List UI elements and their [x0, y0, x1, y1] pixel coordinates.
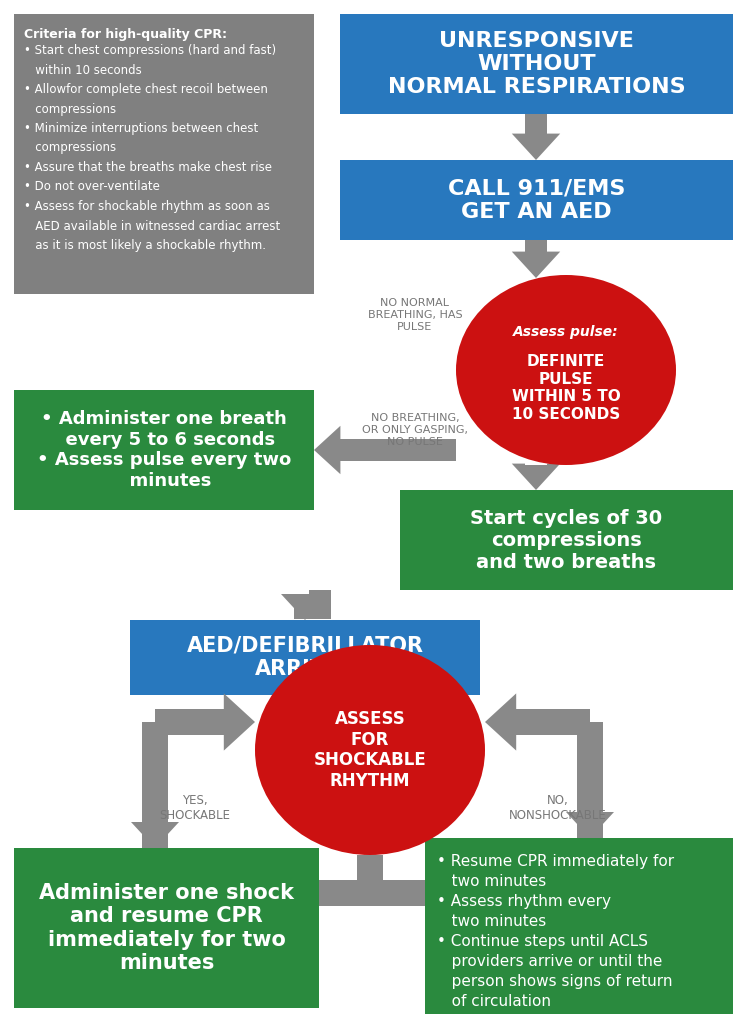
Text: • Do not over-ventilate: • Do not over-ventilate [24, 180, 160, 194]
Bar [294, 597, 331, 618]
Polygon shape [155, 693, 255, 751]
Text: two minutes: two minutes [437, 914, 546, 929]
Text: person shows signs of return: person shows signs of return [437, 974, 672, 989]
Bar [357, 855, 383, 893]
Bar [425, 838, 733, 1014]
Text: • Resume CPR immediately for: • Resume CPR immediately for [437, 854, 674, 869]
Bar [340, 14, 733, 114]
Text: • Allowfor complete chest recoil between: • Allowfor complete chest recoil between [24, 83, 268, 96]
Bar [400, 490, 733, 590]
Polygon shape [564, 869, 590, 918]
Polygon shape [566, 812, 614, 838]
Ellipse shape [456, 275, 676, 465]
Text: • Minimize interruptions between chest: • Minimize interruptions between chest [24, 122, 258, 135]
Bar [309, 590, 331, 608]
Polygon shape [485, 693, 590, 751]
Polygon shape [512, 240, 560, 278]
Polygon shape [281, 594, 329, 620]
Bar [14, 14, 314, 294]
Text: CALL 911/EMS
GET AN AED: CALL 911/EMS GET AN AED [447, 178, 625, 221]
Text: compressions: compressions [24, 141, 116, 155]
Bar [14, 390, 314, 510]
Polygon shape [131, 822, 179, 848]
Text: DEFINITE
PULSE
WITHIN 5 TO
10 SECONDS: DEFINITE PULSE WITHIN 5 TO 10 SECONDS [512, 354, 620, 422]
Text: of circulation: of circulation [437, 994, 551, 1009]
Text: NO BREATHING,
OR ONLY GASPING,
NO PULSE: NO BREATHING, OR ONLY GASPING, NO PULSE [362, 414, 468, 446]
Text: two minutes: two minutes [437, 874, 546, 889]
Text: • Assess for shockable rhythm as soon as: • Assess for shockable rhythm as soon as [24, 200, 270, 213]
Text: AED available in witnessed cardiac arrest: AED available in witnessed cardiac arres… [24, 219, 280, 232]
Bar [130, 620, 480, 695]
Text: Start cycles of 30
compressions
and two breaths: Start cycles of 30 compressions and two … [471, 509, 663, 571]
Text: • Assure that the breaths make chest rise: • Assure that the breaths make chest ris… [24, 161, 272, 174]
Text: NO,
NONSHOCKABLE: NO, NONSHOCKABLE [509, 794, 607, 822]
Text: • Start chest compressions (hard and fast): • Start chest compressions (hard and fas… [24, 44, 276, 57]
Bar [340, 160, 733, 240]
Text: NO NORMAL
BREATHING, HAS
PULSE: NO NORMAL BREATHING, HAS PULSE [368, 298, 462, 332]
Text: providers arrive or until the: providers arrive or until the [437, 954, 663, 969]
Text: YES,
SHOCKABLE: YES, SHOCKABLE [160, 794, 231, 822]
Polygon shape [512, 464, 560, 490]
Text: ASSESS
FOR
SHOCKABLE
RHYTHM: ASSESS FOR SHOCKABLE RHYTHM [314, 710, 427, 791]
Text: Administer one shock
and resume CPR
immediately for two
minutes: Administer one shock and resume CPR imme… [39, 883, 294, 973]
Bar [155, 880, 590, 906]
Text: compressions: compressions [24, 102, 116, 116]
Ellipse shape [255, 645, 485, 855]
Text: Assess pulse:: Assess pulse: [513, 325, 619, 339]
Bar [577, 722, 603, 838]
Bar [14, 848, 319, 1008]
Polygon shape [512, 114, 560, 160]
Polygon shape [314, 426, 456, 474]
Text: • Continue steps until ACLS: • Continue steps until ACLS [437, 934, 648, 949]
Text: Criteria for high-quality CPR:: Criteria for high-quality CPR: [24, 28, 227, 41]
Text: AED/DEFIBRILLATOR
ARRIVES: AED/DEFIBRILLATOR ARRIVES [187, 636, 424, 679]
Text: within 10 seconds: within 10 seconds [24, 63, 142, 77]
Text: • Administer one breath
  every 5 to 6 seconds
• Assess pulse every two
  minute: • Administer one breath every 5 to 6 sec… [37, 410, 291, 490]
Text: as it is most likely a shockable rhythm.: as it is most likely a shockable rhythm. [24, 239, 266, 252]
Text: UNRESPONSIVE
WITHOUT
NORMAL RESPIRATIONS: UNRESPONSIVE WITHOUT NORMAL RESPIRATIONS [388, 31, 685, 97]
Polygon shape [281, 622, 329, 695]
Polygon shape [155, 869, 181, 918]
Bar [142, 722, 168, 848]
Text: • Assess rhythm every: • Assess rhythm every [437, 894, 611, 909]
